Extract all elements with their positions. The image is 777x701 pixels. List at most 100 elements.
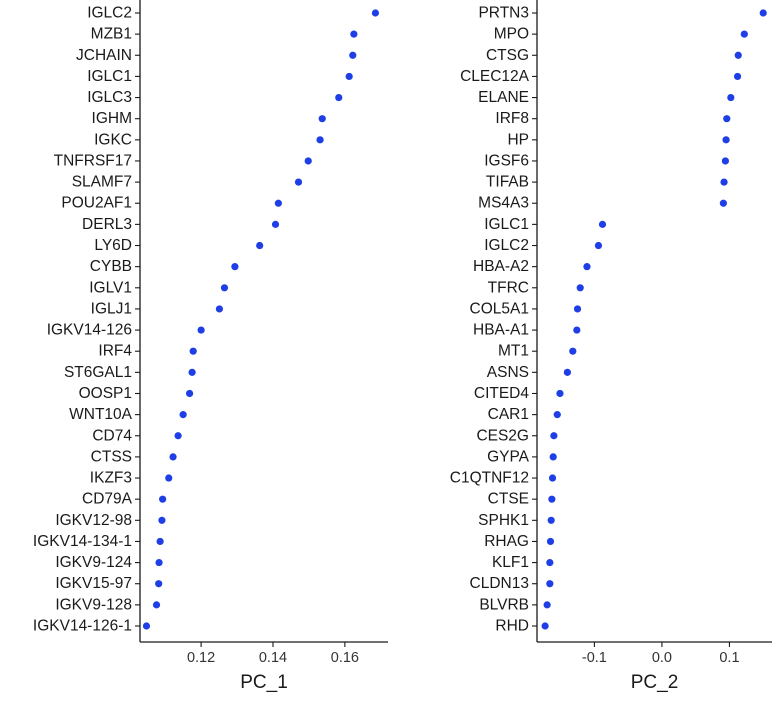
x-tick-label: -0.1 <box>582 650 607 666</box>
gene-label: PRTN3 <box>478 5 529 22</box>
gene-label: IGLC1 <box>484 216 529 233</box>
x-axis-title: PC_2 <box>631 672 679 693</box>
gene-label: CD79A <box>82 491 133 508</box>
pc1-panel: IGLC2 MZB1 JCHAIN IGLC1 IGLC3 IGHM IGKC TNFRSF1… <box>33 0 388 693</box>
gene-label: IGHM <box>92 110 132 127</box>
gene-label: CES2G <box>476 427 529 444</box>
gene-label: MS4A3 <box>478 195 529 212</box>
data-point <box>598 220 607 228</box>
gene-label: TNFRSF17 <box>54 152 132 169</box>
gene-label: CD74 <box>92 427 132 444</box>
gene-label: RHD <box>495 618 529 635</box>
data-point <box>727 93 735 102</box>
data-point <box>546 537 555 546</box>
data-point <box>548 474 557 482</box>
data-point <box>543 601 551 609</box>
data-point <box>546 580 554 588</box>
gene-label: IGKV12-98 <box>55 512 132 529</box>
data-point <box>335 93 343 102</box>
gene-label: IGKV14-126-1 <box>33 618 132 635</box>
data-point <box>734 51 742 59</box>
data-point <box>583 263 591 271</box>
pc2-panel: PRTN3 MPO CTSG CLEC12A ELANE IRF8 HP IGSF6 TIFAB… <box>450 0 772 693</box>
x-tick-label: 0.14 <box>259 650 287 666</box>
data-point <box>318 115 326 123</box>
data-point <box>371 9 380 17</box>
gene-label: CYBB <box>90 258 132 275</box>
gene-label: MZB1 <box>91 26 132 43</box>
x-tick-label: 0.12 <box>187 650 215 666</box>
gene-label: IGKV14-126 <box>47 322 132 339</box>
data-point <box>721 157 730 165</box>
gene-label: GYPA <box>487 448 530 465</box>
data-point <box>553 411 561 419</box>
data-point <box>345 72 353 81</box>
gene-label: C1QTNF12 <box>450 470 529 487</box>
data-point <box>220 284 229 292</box>
x-axis-title: PC_1 <box>240 672 288 693</box>
gene-label: HP <box>507 131 529 148</box>
data-point <box>541 622 549 630</box>
data-point <box>197 326 205 334</box>
data-point <box>155 580 163 588</box>
gene-label: IKZF3 <box>90 470 132 487</box>
gene-label: SPHK1 <box>478 512 529 529</box>
gene-label: IGKV14-134-1 <box>33 533 132 550</box>
data-point <box>573 326 581 334</box>
data-point <box>165 474 173 482</box>
data-point <box>594 241 603 250</box>
gene-label: IGKV9-128 <box>55 596 132 613</box>
gene-label: CAR1 <box>488 406 529 423</box>
gene-label: HBA-A1 <box>473 322 529 339</box>
gene-label: IGLJ1 <box>91 300 132 317</box>
gene-label: IGKV9-124 <box>55 554 132 571</box>
gene-label: LY6D <box>94 237 132 254</box>
data-point <box>548 495 556 503</box>
gene-label: HBA-A2 <box>473 258 529 275</box>
gene-label: IGKV15-97 <box>55 575 132 592</box>
gene-label: IRF8 <box>495 110 529 127</box>
data-point <box>576 284 584 292</box>
data-point <box>186 389 194 398</box>
data-point <box>158 516 166 524</box>
data-point <box>547 516 555 524</box>
data-point <box>231 263 239 271</box>
data-point <box>316 136 324 144</box>
data-point <box>733 72 742 81</box>
data-point <box>189 347 197 355</box>
data-point <box>274 199 282 207</box>
data-point <box>563 368 571 376</box>
gene-label: IGLC3 <box>87 89 132 106</box>
data-point <box>152 601 161 609</box>
gene-label: POU2AF1 <box>61 195 132 212</box>
gene-label: IGLV1 <box>89 279 132 296</box>
data-point <box>349 51 357 59</box>
data-point <box>215 305 224 313</box>
x-tick-label: 0.1 <box>719 650 739 666</box>
gene-label: CITED4 <box>474 385 530 402</box>
gene-label: TIFAB <box>486 174 529 191</box>
data-point <box>546 558 554 567</box>
gene-label: SLAMF7 <box>72 174 132 191</box>
x-tick-label: 0.0 <box>652 650 672 666</box>
gene-label: CTSS <box>91 448 132 465</box>
gene-label: OOSP1 <box>79 385 132 402</box>
gene-label: CLEC12A <box>460 68 530 85</box>
gene-label: CLDN13 <box>470 575 529 592</box>
gene-label: CTSG <box>486 47 529 64</box>
x-tick-label: 0.16 <box>331 650 359 666</box>
gene-label: BLVRB <box>479 596 529 613</box>
data-point <box>719 199 727 207</box>
data-point <box>722 136 730 144</box>
gene-label: IGLC2 <box>87 5 132 22</box>
gene-label: CTSE <box>488 491 529 508</box>
gene-label: IGLC2 <box>484 237 529 254</box>
data-point <box>142 622 151 630</box>
gene-label: MPO <box>494 26 529 43</box>
gene-label: JCHAIN <box>76 47 132 64</box>
data-point <box>155 558 163 567</box>
data-point <box>550 432 558 440</box>
gene-label: IGLC1 <box>87 68 132 85</box>
